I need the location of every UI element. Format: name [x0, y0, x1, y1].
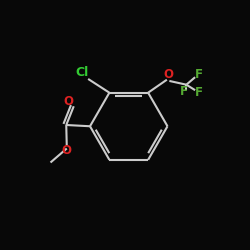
Text: O: O [63, 95, 73, 108]
Text: O: O [163, 68, 173, 81]
Text: Cl: Cl [75, 66, 88, 79]
Text: F: F [180, 85, 188, 98]
Text: O: O [61, 144, 71, 158]
Text: F: F [196, 68, 203, 81]
Text: F: F [196, 86, 203, 99]
